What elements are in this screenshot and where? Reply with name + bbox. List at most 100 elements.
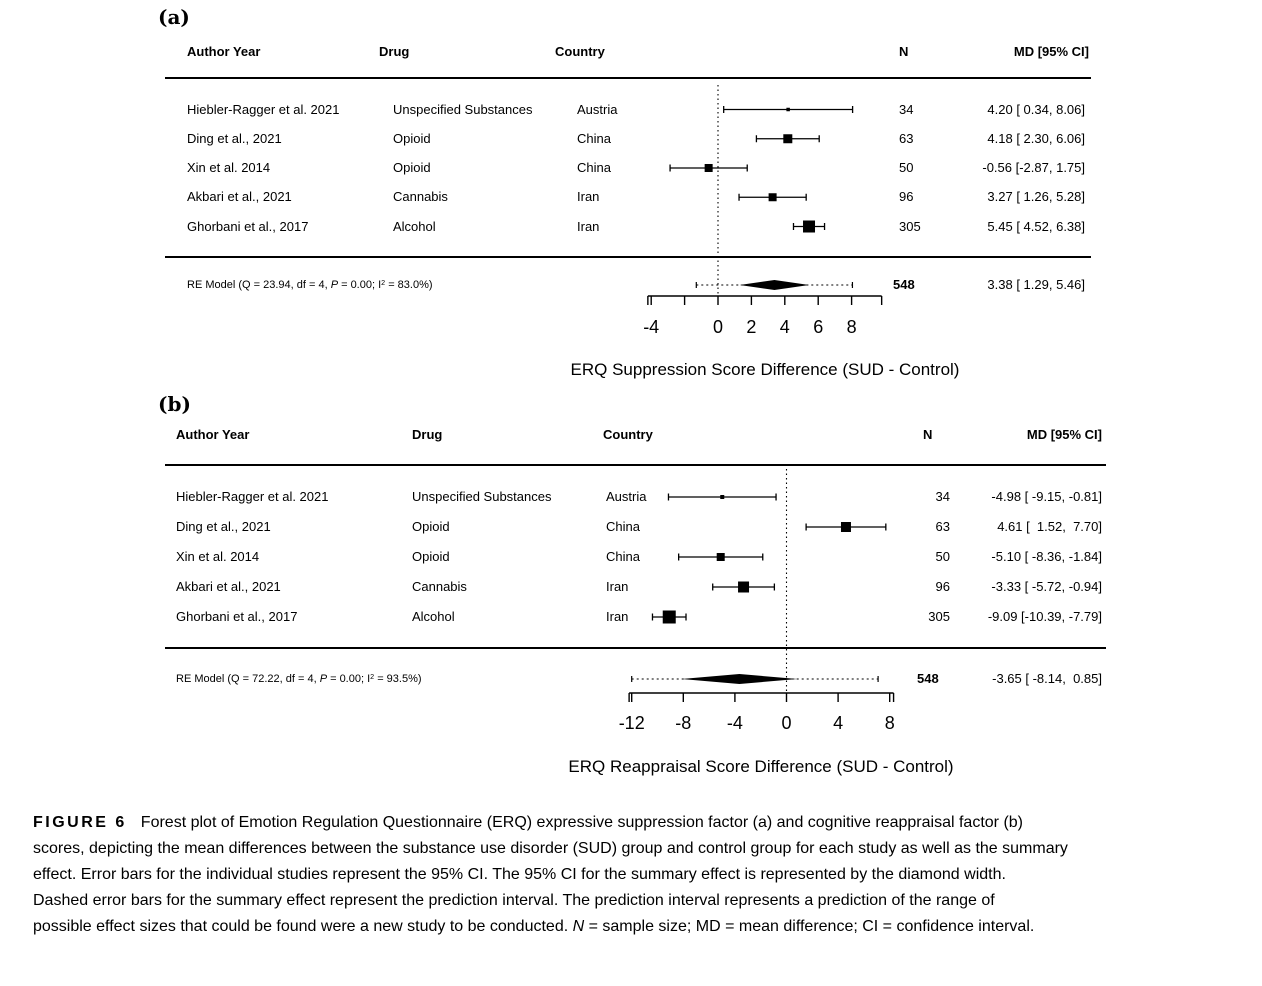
study-author: Hiebler-Ragger et al. 2021 xyxy=(187,101,340,117)
x-tick-label: 4 xyxy=(780,317,790,337)
text-segment: N xyxy=(572,918,585,935)
col-header-country: Country xyxy=(555,44,605,59)
summary-diamond xyxy=(739,280,810,290)
study-md-ci: 3.27 [ 1.26, 5.28] xyxy=(987,189,1085,205)
study-drug: Opioid xyxy=(393,160,431,175)
body-rule xyxy=(165,256,1091,258)
figure-caption: FIGURE 6 Forest plot of Emotion Regulatio… xyxy=(33,810,1248,940)
study-author: Akbari et al., 2021 xyxy=(187,189,292,205)
study-marker xyxy=(662,610,676,624)
x-tick-label: -12 xyxy=(619,713,645,733)
study-country: Iran xyxy=(577,189,600,205)
col-header-country: Country xyxy=(603,427,653,442)
text-segment: Forest plot of Emotion Regulation Questi… xyxy=(140,814,1023,831)
study-marker xyxy=(786,107,790,112)
study-marker xyxy=(738,581,750,593)
text-segment: P xyxy=(319,673,328,685)
study-marker xyxy=(840,522,851,532)
text-segment: = 0.00; I xyxy=(327,673,371,685)
study-marker xyxy=(768,193,777,202)
x-tick-label: 0 xyxy=(781,713,791,733)
study-marker xyxy=(716,553,725,561)
text-segment: 2 xyxy=(381,278,386,287)
study-md-ci: 4.20 [ 0.34, 8.06] xyxy=(987,101,1085,117)
x-tick-label: -4 xyxy=(727,713,743,733)
study-marker xyxy=(720,495,725,499)
caption-line: possible effect sizes that could be foun… xyxy=(33,914,1248,940)
caption-line: scores, depicting the mean differences b… xyxy=(33,836,1248,862)
caption-line: Dashed error bars for the summary effect… xyxy=(33,888,1248,914)
study-drug: Opioid xyxy=(412,519,450,534)
x-axis-title: ERQ Reappraisal Score Difference (SUD - … xyxy=(568,757,954,776)
study-drug: Alcohol xyxy=(412,609,455,624)
study-country: Austria xyxy=(606,489,647,504)
study-marker xyxy=(803,220,816,233)
text-segment: scores, depicting the mean differences b… xyxy=(33,840,1068,857)
col-header-n: N xyxy=(923,427,933,442)
study-n: 50 xyxy=(899,160,914,175)
x-tick-label: 6 xyxy=(813,317,823,337)
study-country: Iran xyxy=(606,579,629,594)
study-drug: Unspecified Substances xyxy=(412,489,552,504)
study-md-ci: -0.56 [-2.87, 1.75] xyxy=(982,160,1085,175)
study-country: Iran xyxy=(606,609,629,624)
body-rule xyxy=(165,647,1106,649)
x-tick-label: 4 xyxy=(833,713,843,733)
summary-md-ci: 3.38 [ 1.29, 5.46] xyxy=(987,277,1085,292)
study-author: Hiebler-Ragger et al. 2021 xyxy=(176,489,329,504)
study-md-ci: -5.10 [ -8.36, -1.84] xyxy=(991,549,1102,564)
col-header-md-ci: MD [95% CI] xyxy=(1013,44,1089,59)
study-drug: Cannabis xyxy=(393,189,448,205)
col-header-md-ci: MD [95% CI] xyxy=(1026,427,1102,442)
text-segment: P xyxy=(330,279,339,291)
study-drug: Opioid xyxy=(393,130,431,146)
study-n: 96 xyxy=(899,189,914,205)
study-drug: Cannabis xyxy=(412,579,467,594)
x-axis-title: ERQ Suppression Score Difference (SUD - … xyxy=(570,360,960,379)
study-n: 34 xyxy=(899,101,914,117)
study-n: 305 xyxy=(899,218,921,234)
x-tick-label: -8 xyxy=(675,713,691,733)
text-segment: possible effect sizes that could be foun… xyxy=(33,918,573,935)
text-segment: FIGURE 6 xyxy=(33,814,127,831)
text-segment: = 83.0%) xyxy=(385,279,433,291)
study-md-ci: 5.45 [ 4.52, 6.38] xyxy=(987,218,1085,234)
study-country: Austria xyxy=(577,101,618,117)
study-marker xyxy=(704,164,713,172)
x-tick-label: 0 xyxy=(713,317,723,337)
x-tick-label: 2 xyxy=(746,317,756,337)
study-country: Iran xyxy=(577,218,600,234)
summary-md-ci: -3.65 [ -8.14, 0.85] xyxy=(992,671,1102,686)
study-marker xyxy=(783,134,793,144)
study-md-ci: -4.98 [ -9.15, -0.81] xyxy=(991,489,1102,504)
study-md-ci: 4.61 [ 1.52, 7.70] xyxy=(997,519,1102,534)
panel-a-tag: (a) xyxy=(158,5,190,29)
study-author: Ding et al., 2021 xyxy=(176,519,271,534)
col-header-n: N xyxy=(899,44,909,59)
text-segment: = 0.00; I xyxy=(338,279,382,291)
text-segment: 2 xyxy=(370,672,375,681)
header-rule xyxy=(165,77,1091,79)
caption-line: FIGURE 6 Forest plot of Emotion Regulatio… xyxy=(33,810,1248,836)
study-country: China xyxy=(606,519,640,534)
col-header-drug: Drug xyxy=(379,44,410,59)
col-header-author-year: Author Year xyxy=(187,44,261,59)
study-author: Ghorbani et al., 2017 xyxy=(176,609,298,624)
col-header-drug: Drug xyxy=(412,427,443,442)
study-md-ci: -9.09 [-10.39, -7.79] xyxy=(987,609,1102,624)
study-n: 96 xyxy=(935,579,950,594)
study-n: 50 xyxy=(935,549,950,564)
study-author: Ghorbani et al., 2017 xyxy=(187,218,309,234)
study-md-ci: 4.18 [ 2.30, 6.06] xyxy=(987,130,1085,146)
text-segment: = 93.5%) xyxy=(374,673,422,685)
summary-n: 548 xyxy=(917,671,939,686)
text-segment: Dashed error bars for the summary effect… xyxy=(33,892,995,909)
text-segment: effect. Error bars for the individual st… xyxy=(33,866,1006,883)
study-n: 305 xyxy=(928,609,950,624)
study-n: 63 xyxy=(899,130,914,146)
summary-diamond xyxy=(681,674,798,684)
study-author: Xin et al. 2014 xyxy=(187,160,271,175)
study-country: China xyxy=(577,160,611,175)
study-n: 34 xyxy=(935,489,950,504)
